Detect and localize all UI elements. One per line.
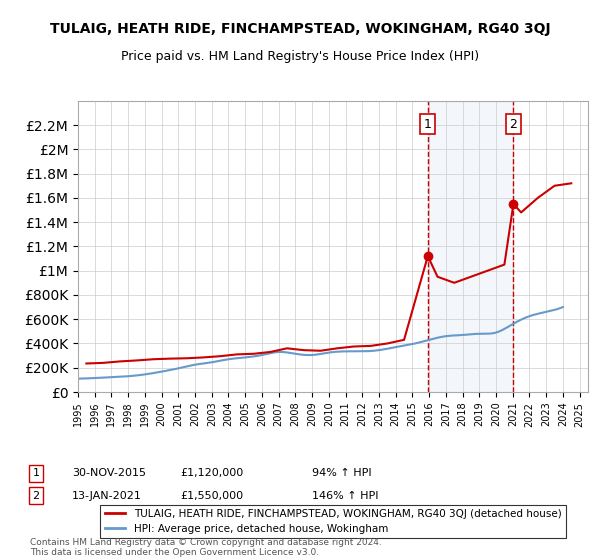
Text: TULAIG, HEATH RIDE, FINCHAMPSTEAD, WOKINGHAM, RG40 3QJ: TULAIG, HEATH RIDE, FINCHAMPSTEAD, WOKIN… [50,22,550,36]
Text: 146% ↑ HPI: 146% ↑ HPI [312,491,379,501]
Text: £1,550,000: £1,550,000 [180,491,243,501]
Text: 1: 1 [424,118,432,130]
Text: Contains HM Land Registry data © Crown copyright and database right 2024.
This d: Contains HM Land Registry data © Crown c… [30,538,382,557]
Text: 1: 1 [32,468,40,478]
Text: 2: 2 [509,118,517,130]
Text: 13-JAN-2021: 13-JAN-2021 [72,491,142,501]
Text: 94% ↑ HPI: 94% ↑ HPI [312,468,371,478]
Text: 2: 2 [32,491,40,501]
Bar [428,101,514,392]
Text: Price paid vs. HM Land Registry's House Price Index (HPI): Price paid vs. HM Land Registry's House … [121,50,479,63]
Text: £1,120,000: £1,120,000 [180,468,243,478]
Legend: TULAIG, HEATH RIDE, FINCHAMPSTEAD, WOKINGHAM, RG40 3QJ (detached house), HPI: Av: TULAIG, HEATH RIDE, FINCHAMPSTEAD, WOKIN… [100,505,566,538]
Text: 30-NOV-2015: 30-NOV-2015 [72,468,146,478]
